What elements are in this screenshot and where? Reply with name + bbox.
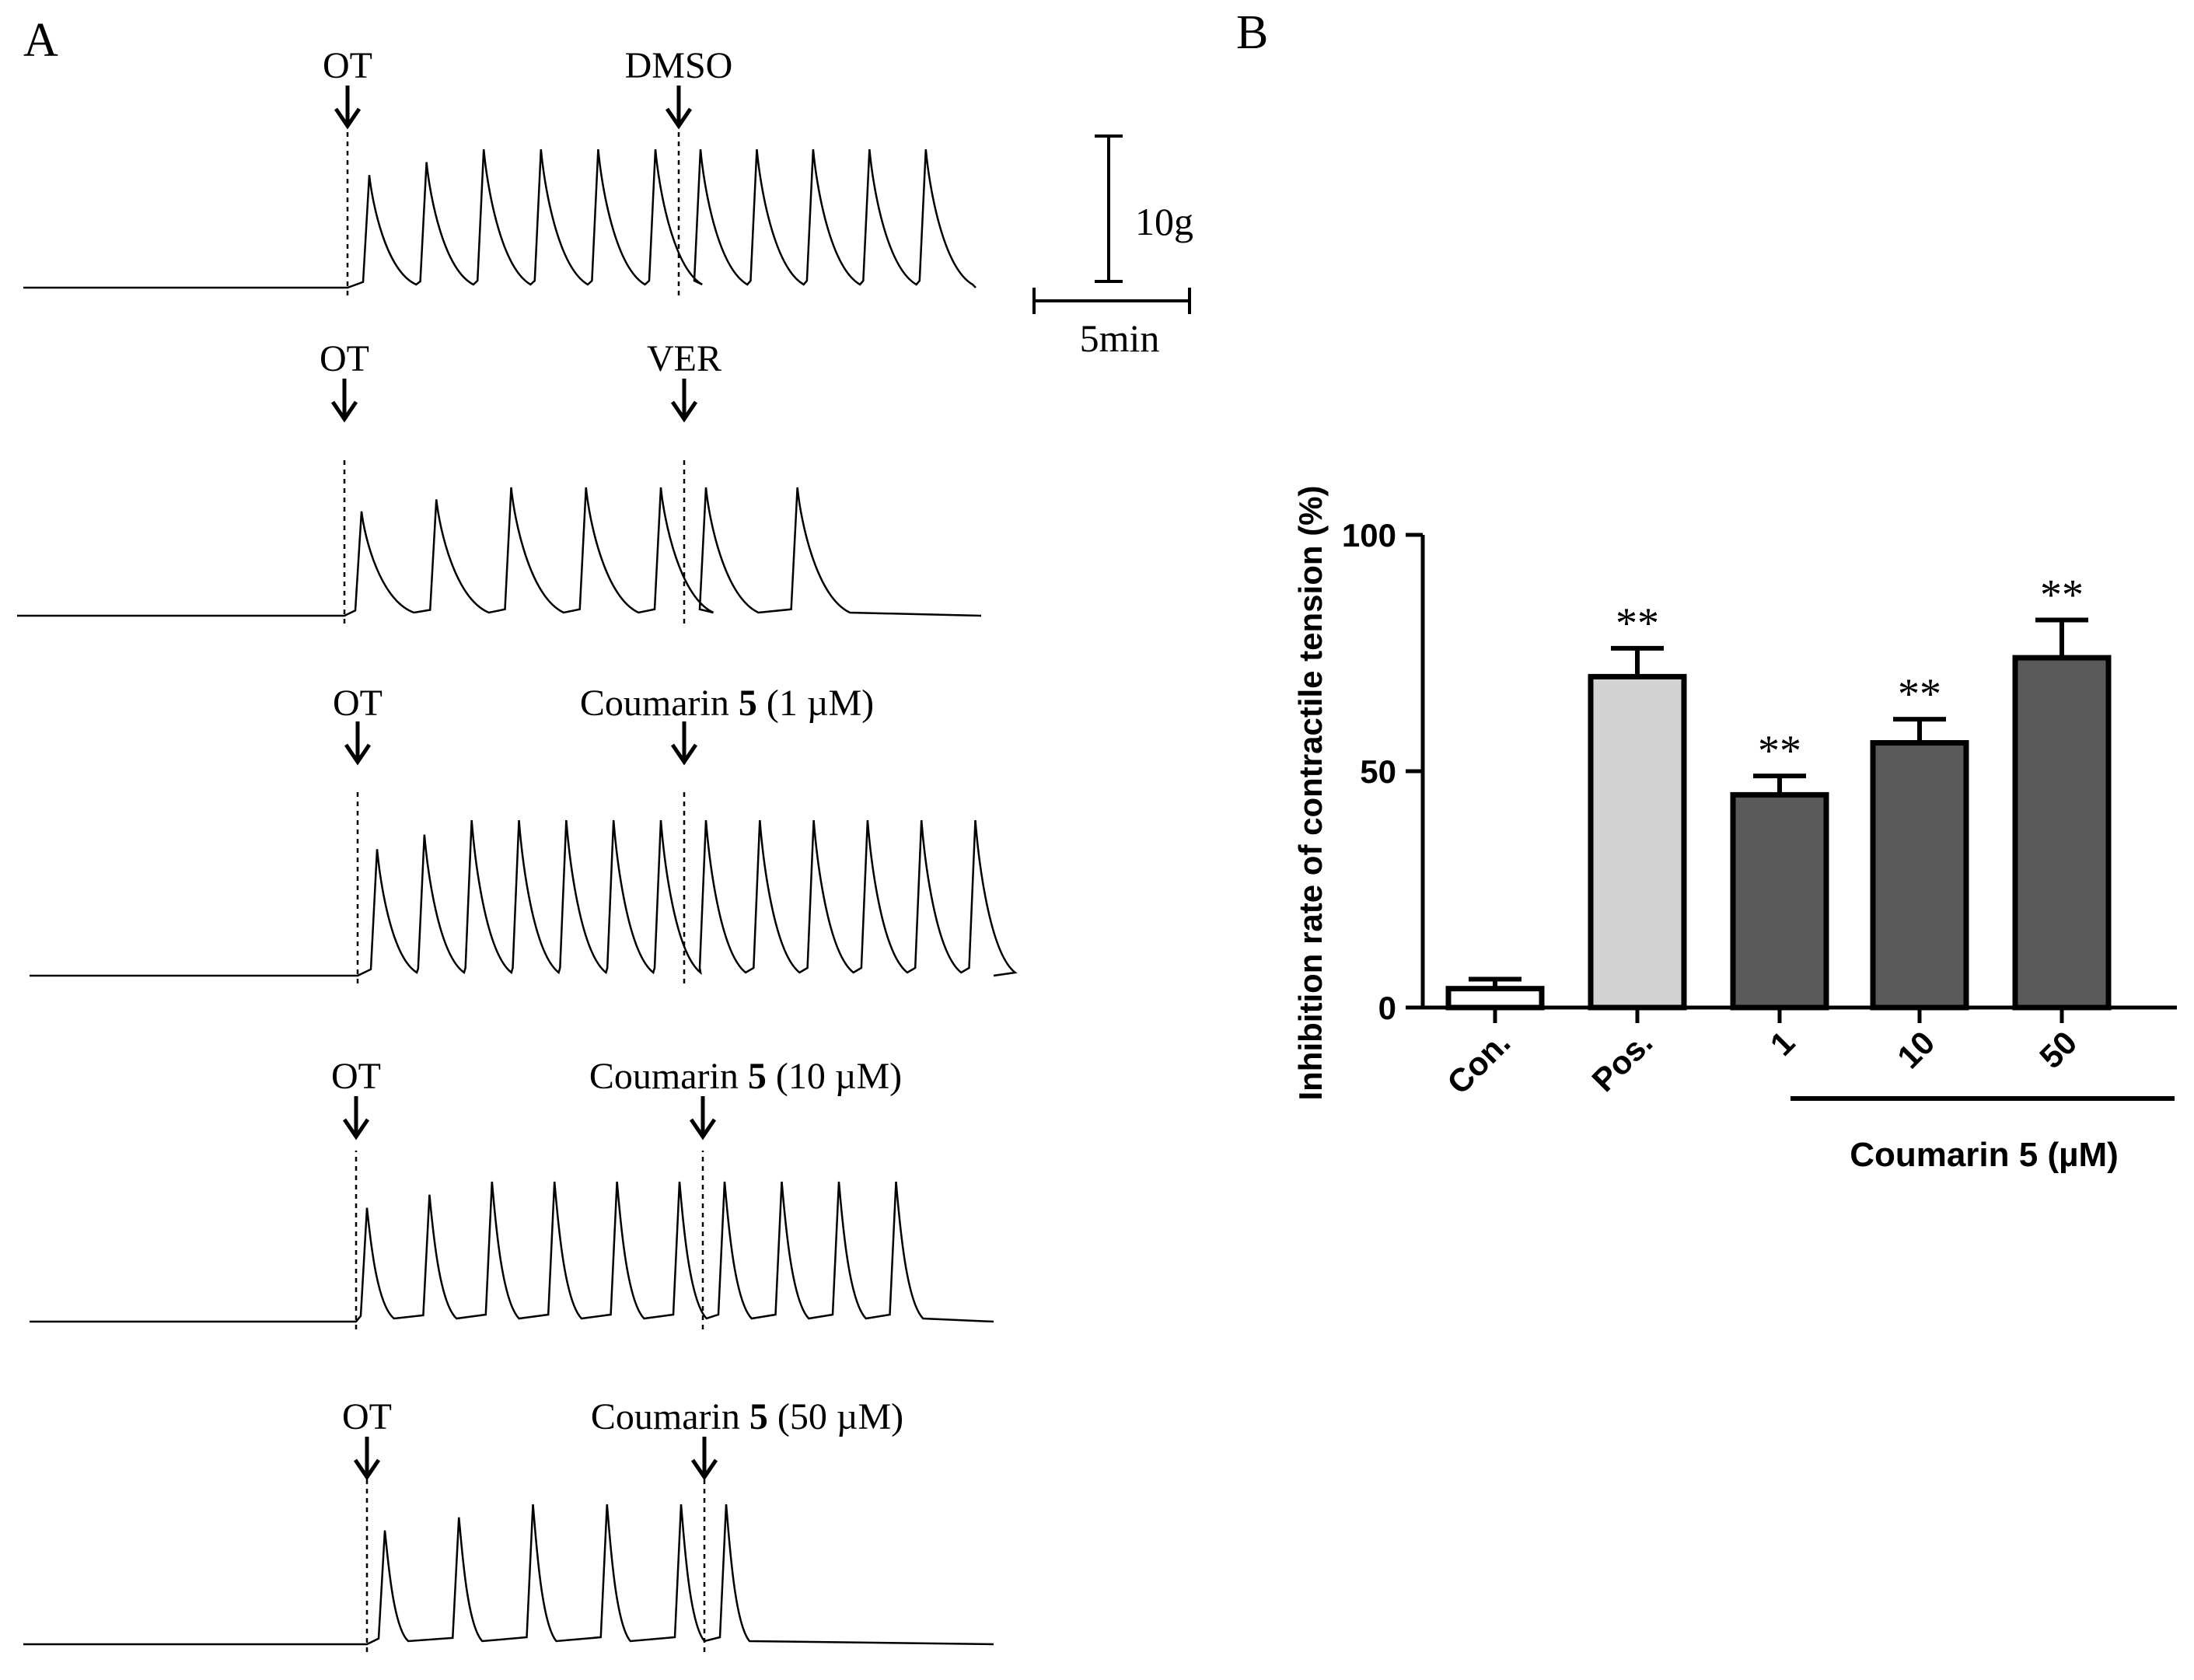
significance-label: ** xyxy=(2040,571,2084,619)
panel-a-label: A xyxy=(23,14,58,67)
x-tick-label: Con. xyxy=(1440,1024,1517,1101)
treatment-label-suffix: (50 µM) xyxy=(768,1396,903,1437)
x-tick-label: 10 xyxy=(1890,1024,1941,1075)
treatment-label-text: Coumarin xyxy=(589,1056,748,1097)
ot-arrow-icon xyxy=(353,1437,381,1481)
treatment-label-text: Coumarin xyxy=(580,683,739,724)
group-label: Coumarin 5 (µM) xyxy=(1850,1136,2119,1174)
ot-label: OT xyxy=(331,1056,381,1097)
treatment-arrow-icon xyxy=(690,1437,718,1481)
bar xyxy=(1730,791,1829,1011)
bar xyxy=(1870,740,1969,1011)
x-tick-label: 50 xyxy=(2032,1024,2084,1075)
treatment-label-bold: 5 xyxy=(749,1396,768,1437)
treatment-label-suffix: (10 µM) xyxy=(767,1056,902,1097)
ot-label: OT xyxy=(320,338,369,379)
significance-label: ** xyxy=(1616,599,1659,648)
treatment-label-text: Coumarin xyxy=(591,1396,749,1437)
treatment-arrow-icon xyxy=(670,721,698,766)
treatment-label-bold: 5 xyxy=(748,1056,767,1097)
panel-b-chart: Inhibition rate of contractile tension (… xyxy=(1292,485,2177,1174)
bar xyxy=(1588,673,1687,1011)
group-label-unit: (µM) xyxy=(2038,1136,2119,1174)
treatment-label-text: VER xyxy=(647,338,721,379)
x-tick-label: 1 xyxy=(1763,1024,1802,1063)
y-tick-label: 0 xyxy=(1378,990,1396,1026)
treatment-label: Coumarin 5 (50 µM) xyxy=(591,1396,903,1437)
treatment-label: DMSO xyxy=(625,45,733,86)
ot-arrow-icon xyxy=(330,379,358,423)
y-tick-label: 100 xyxy=(1342,517,1396,554)
treatment-label-suffix: (1 µM) xyxy=(757,683,874,724)
treatment-label: Coumarin 5 (10 µM) xyxy=(589,1056,902,1097)
ot-label: OT xyxy=(333,683,383,724)
group-label-text: Coumarin xyxy=(1850,1136,2019,1174)
panel-b-label: B xyxy=(1236,6,1268,59)
bar xyxy=(1445,986,1545,1011)
significance-label: ** xyxy=(1898,670,1941,718)
ot-label: OT xyxy=(342,1396,392,1437)
panel-a-traces: OT DMSO OT VER OT Coumarin 5 (1 µM) OT Coumarin… xyxy=(17,45,1018,1652)
treatment-label-bold: 5 xyxy=(739,683,757,724)
trace-line xyxy=(30,819,1018,977)
trace-line xyxy=(30,1181,994,1323)
ot-arrow-icon xyxy=(342,1096,370,1140)
scale-bar-horizontal-label: 5min xyxy=(1080,316,1160,360)
bar xyxy=(2012,655,2112,1011)
treatment-label: VER xyxy=(647,338,721,379)
treatment-arrow-icon xyxy=(670,379,698,423)
ot-label: OT xyxy=(323,45,372,86)
trace-line xyxy=(23,1504,994,1646)
ot-arrow-icon xyxy=(344,721,372,766)
scale-bar-vertical-label: 10g xyxy=(1135,200,1193,243)
significance-label: ** xyxy=(1758,727,1801,775)
treatment-arrow-icon xyxy=(689,1096,717,1140)
scale-bar: 10g 5min xyxy=(1032,134,1193,360)
y-tick-label: 50 xyxy=(1360,753,1396,790)
treatment-label-text: DMSO xyxy=(625,45,733,86)
trace-line xyxy=(17,487,982,617)
trace-line xyxy=(23,148,976,289)
ot-arrow-icon xyxy=(334,86,362,130)
group-label-bold: 5 xyxy=(2019,1136,2038,1174)
treatment-arrow-icon xyxy=(665,86,693,130)
treatment-label: Coumarin 5 (1 µM) xyxy=(580,683,874,724)
y-axis-label: Inhibition rate of contractile tension (… xyxy=(1292,485,1329,1100)
x-tick-label: Pos. xyxy=(1584,1024,1659,1098)
